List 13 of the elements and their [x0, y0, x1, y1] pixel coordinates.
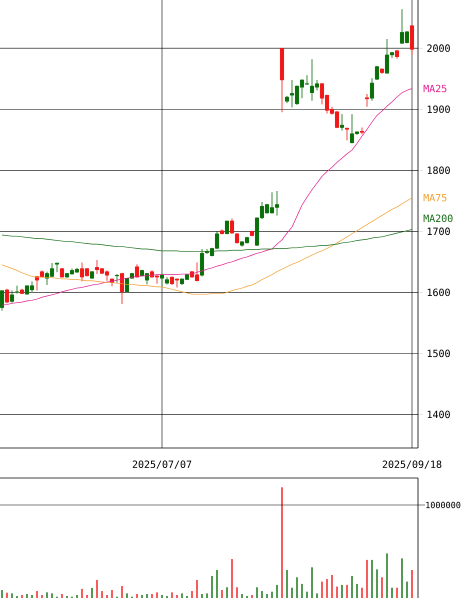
y-tick-label: 1600 — [428, 288, 450, 296]
x-tick-label: 2025/09/18 — [382, 460, 442, 469]
x-tick-label: 2025/07/07 — [132, 460, 192, 469]
y-tick-label: 2000 — [427, 44, 450, 52]
y-tick-label: 1500 — [428, 350, 450, 358]
series-label: MA75 — [424, 194, 446, 202]
y-tick-label: 1400 — [428, 410, 450, 418]
y-tick-label: 1800 — [428, 166, 450, 174]
y-tick-label: 1900 — [428, 105, 450, 114]
text: 1000000 — [426, 502, 460, 508]
series-label: MA25 — [424, 84, 446, 92]
series-label: MA200 — [424, 214, 453, 222]
y-tick-label: 1700 — [428, 228, 450, 236]
